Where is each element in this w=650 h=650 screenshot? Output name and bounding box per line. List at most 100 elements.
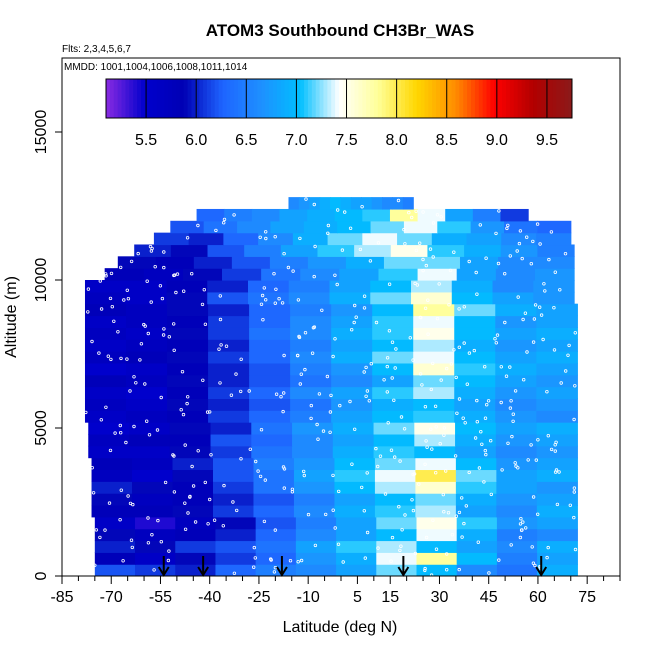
colorbar-segment xyxy=(471,79,476,118)
sample-point xyxy=(218,294,222,298)
heatmap-cell xyxy=(332,433,375,447)
sample-point xyxy=(572,515,576,520)
sample-point xyxy=(572,490,576,494)
heatmap-cell xyxy=(370,220,405,234)
flight-arrow xyxy=(397,556,410,577)
heatmap-cell xyxy=(172,457,214,471)
sample-point xyxy=(312,325,317,329)
colorbar-segment xyxy=(179,79,185,118)
sample-point xyxy=(396,198,401,203)
heatmap-cell xyxy=(389,208,419,222)
colorbar-segment xyxy=(389,79,394,118)
sample-point xyxy=(445,366,449,371)
heatmap-cell xyxy=(188,232,224,246)
sample-point xyxy=(480,442,484,446)
heatmap-cell xyxy=(537,244,575,257)
heatmap-cell xyxy=(413,374,455,388)
mmdd-label: MMDD: 1001,1004,1006,1008,1011,1014 xyxy=(64,62,248,73)
sample-point xyxy=(160,296,165,301)
heatmap-cell xyxy=(249,339,291,352)
heatmap-cell xyxy=(331,315,373,328)
sample-point xyxy=(272,570,277,574)
heatmap-cell xyxy=(104,268,145,281)
sample-point xyxy=(312,274,316,279)
heatmap-cell xyxy=(208,351,250,364)
sample-point xyxy=(149,300,153,304)
colorbar-segment xyxy=(335,79,340,118)
sample-point xyxy=(104,274,108,278)
sample-point xyxy=(303,331,308,335)
heatmap-cell xyxy=(210,422,252,435)
colorbar-segment xyxy=(288,79,293,118)
heatmap-cell xyxy=(414,422,456,435)
heatmap-cell xyxy=(492,291,534,305)
sample-point xyxy=(331,473,335,478)
flight-arrow xyxy=(197,556,209,577)
colorbar-segment xyxy=(203,79,208,118)
sample-point xyxy=(542,282,546,286)
sample-point xyxy=(457,567,461,572)
sample-point xyxy=(152,568,156,572)
sample-point xyxy=(531,340,536,344)
x-tick-label: -40 xyxy=(198,589,221,606)
heatmap-cell xyxy=(495,327,537,340)
colorbar: 5.5 6.0 6.5 7.0 7.5 8.0 8.5 9.0 9.5 xyxy=(105,78,573,149)
sample-point xyxy=(573,331,577,335)
colorbar-segment xyxy=(498,79,503,118)
sample-point xyxy=(418,241,422,245)
sample-point xyxy=(290,490,295,494)
heatmap-cell xyxy=(129,422,171,435)
heatmap-cell xyxy=(288,291,331,305)
heatmap-cell xyxy=(290,386,332,399)
sample-point xyxy=(517,241,522,246)
heatmap-cell xyxy=(126,315,168,328)
heatmap-cell xyxy=(210,433,252,447)
sample-point xyxy=(119,488,123,492)
colorbar-tick-label: 6.5 xyxy=(235,132,257,149)
heatmap-cell xyxy=(172,493,214,506)
sample-point xyxy=(331,354,335,359)
heatmap-cell xyxy=(84,362,127,376)
heatmap-cell xyxy=(334,457,376,471)
sample-point xyxy=(142,322,146,327)
sample-point xyxy=(390,340,395,344)
sample-point xyxy=(441,492,445,497)
sample-point xyxy=(543,289,547,293)
heatmap-cell xyxy=(334,504,376,518)
sample-point xyxy=(224,344,229,348)
sample-point xyxy=(360,485,364,490)
sample-point xyxy=(462,341,466,345)
colorbar-segment xyxy=(265,79,270,118)
heatmap-cell xyxy=(372,327,414,340)
heatmap-cell xyxy=(536,493,578,506)
heatmap-cell xyxy=(537,540,578,553)
sample-point xyxy=(494,341,498,345)
heatmap-cell xyxy=(496,564,538,576)
colorbar-tick-label: 7.5 xyxy=(335,132,357,149)
sample-point xyxy=(415,283,420,287)
sample-point xyxy=(387,282,392,286)
sample-point xyxy=(485,403,489,407)
heatmap-cell xyxy=(129,445,171,459)
sample-point xyxy=(320,308,324,312)
sample-point xyxy=(397,505,401,509)
heatmap-cell xyxy=(167,315,209,328)
sample-point xyxy=(279,395,283,399)
sample-point xyxy=(455,411,459,415)
heatmap-cell xyxy=(397,232,433,246)
heatmap-cell xyxy=(255,540,297,553)
sample-point xyxy=(218,317,223,322)
colorbar-tick-label: 6.0 xyxy=(185,132,207,149)
sample-point xyxy=(475,420,479,424)
heatmap-cell xyxy=(255,564,297,576)
sample-point xyxy=(171,322,176,326)
colorbar-segment xyxy=(148,79,154,118)
heatmap-cell xyxy=(172,469,214,482)
sample-point xyxy=(162,250,166,254)
sample-point xyxy=(190,464,194,469)
heatmap-cell xyxy=(495,374,537,388)
sample-point xyxy=(90,466,94,470)
heatmap-cell xyxy=(295,552,337,565)
sample-point xyxy=(131,502,135,507)
